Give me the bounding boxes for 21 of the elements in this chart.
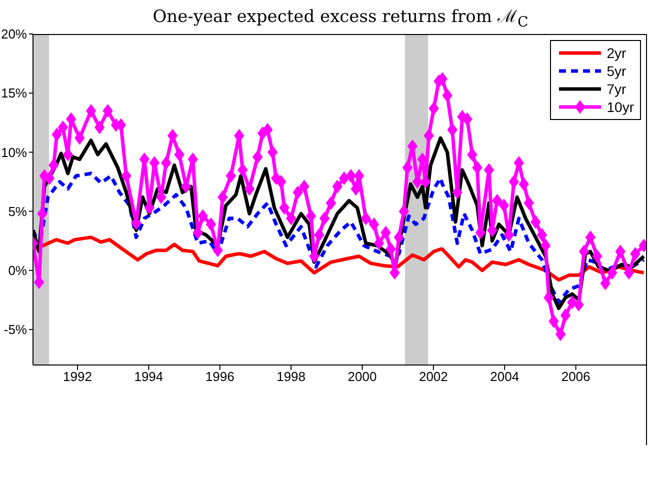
legend-label: 10yr [606, 99, 634, 115]
y-tick-label: 15% [0, 86, 28, 101]
y-tick-label: 20% [0, 26, 28, 42]
x-tick-label: 1996 [205, 369, 234, 384]
x-tick-label: 1998 [276, 369, 306, 384]
legend-label: 5yr [606, 63, 626, 79]
y-tick-label: 10% [0, 144, 28, 160]
y-tick-label: 5% [8, 204, 28, 219]
y-tick-label: 0% [8, 263, 28, 278]
legend-label: 7yr [606, 81, 626, 97]
x-tick-label: 1992 [63, 369, 92, 384]
x-tick-label: 1994 [134, 369, 164, 384]
x-tick-label: 2006 [561, 369, 590, 384]
legend-label: 2yr [606, 45, 626, 61]
x-tick-label: 2002 [418, 369, 448, 384]
y-tick-label: -5% [4, 322, 28, 338]
line-series [33, 172, 646, 304]
x-tick-label: 2000 [348, 369, 377, 384]
chart-title: One-year expected excess returns from ℳ$_{C}$ [152, 6, 530, 30]
x-tick-label: 2004 [490, 369, 520, 384]
line-series [33, 236, 646, 282]
